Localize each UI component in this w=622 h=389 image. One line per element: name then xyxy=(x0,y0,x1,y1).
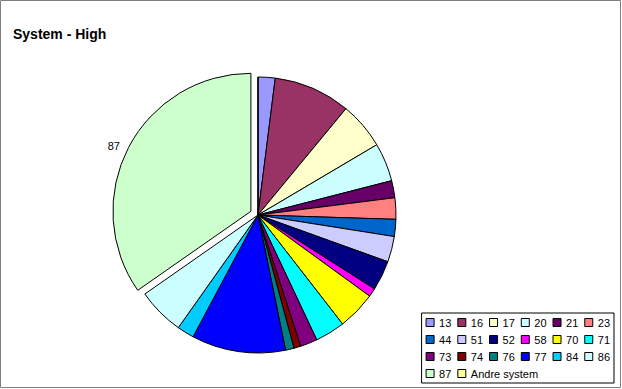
svg-text:74: 74 xyxy=(471,351,483,363)
svg-text:70: 70 xyxy=(566,334,578,346)
svg-text:16: 16 xyxy=(471,317,483,329)
svg-text:44: 44 xyxy=(439,334,451,346)
svg-text:23: 23 xyxy=(598,317,610,329)
svg-text:21: 21 xyxy=(566,317,578,329)
svg-text:20: 20 xyxy=(534,317,546,329)
svg-text:76: 76 xyxy=(503,351,515,363)
svg-text:17: 17 xyxy=(503,317,515,329)
svg-text:84: 84 xyxy=(566,351,578,363)
svg-text:Andre system: Andre system xyxy=(471,368,538,380)
svg-text:51: 51 xyxy=(471,334,483,346)
svg-text:52: 52 xyxy=(503,334,515,346)
svg-text:13: 13 xyxy=(439,317,451,329)
svg-text:System - High: System - High xyxy=(13,26,106,42)
svg-text:58: 58 xyxy=(534,334,546,346)
svg-text:71: 71 xyxy=(598,334,610,346)
svg-text:87: 87 xyxy=(108,140,120,152)
svg-text:86: 86 xyxy=(598,351,610,363)
svg-text:87: 87 xyxy=(439,368,451,380)
svg-text:73: 73 xyxy=(439,351,451,363)
svg-text:77: 77 xyxy=(534,351,546,363)
